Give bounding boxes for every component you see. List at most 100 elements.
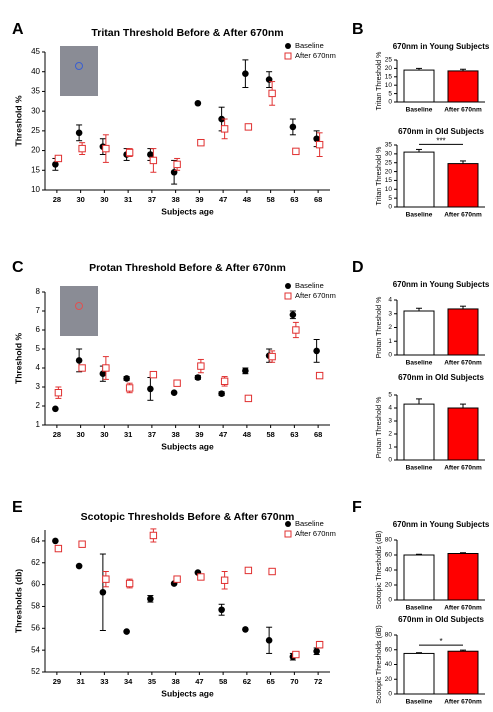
significance-label: *** xyxy=(436,137,445,146)
chart-title: Scotopic Thresholds Before & After 670nm xyxy=(81,511,295,523)
x-tick-label: After 670nm xyxy=(444,360,482,367)
data-point xyxy=(197,573,205,581)
data-point xyxy=(242,367,249,375)
bar xyxy=(447,650,479,695)
x-tick-label: After 670nm xyxy=(444,465,482,472)
data-point xyxy=(75,357,83,364)
x-tick-label: 58 xyxy=(219,677,227,686)
x-tick-label: Baseline xyxy=(406,605,433,612)
x-tick-label: 31 xyxy=(124,195,132,204)
panel-letter: D xyxy=(352,259,364,276)
y-tick-label: 20 xyxy=(31,146,40,155)
bar xyxy=(447,163,479,208)
y-tick-label: 2 xyxy=(388,431,392,438)
data-point xyxy=(218,390,225,397)
x-tick-label: 47 xyxy=(219,430,227,439)
data-point xyxy=(244,394,253,403)
data-point xyxy=(315,371,324,380)
y-tick-label: 10 xyxy=(385,82,393,89)
data-point xyxy=(102,575,110,583)
y-tick-label: 45 xyxy=(31,47,40,56)
y-tick-label: 60 xyxy=(385,552,393,559)
x-tick-label: 39 xyxy=(195,195,203,204)
y-axis-label: Scotopic Thresholds (dB) xyxy=(376,625,383,703)
y-tick-label: 5 xyxy=(388,195,392,202)
data-point xyxy=(52,405,59,413)
data-point xyxy=(194,99,202,107)
bar xyxy=(447,70,479,103)
data-point xyxy=(242,626,249,633)
y-axis-label: Scotopic Thresholds (dB) xyxy=(376,531,383,609)
x-tick-label: 48 xyxy=(243,430,251,439)
x-tick-label: 37 xyxy=(148,430,156,439)
y-tick-label: 2 xyxy=(36,401,41,410)
x-tick-label: 58 xyxy=(266,430,274,439)
legend-marker xyxy=(285,521,291,527)
data-point xyxy=(125,579,134,588)
y-axis-label: Thresholds (db) xyxy=(13,569,23,633)
x-tick-label: 34 xyxy=(124,677,133,686)
y-axis-label: Protan Threshold % xyxy=(376,297,383,359)
x-tick-label: 48 xyxy=(243,195,251,204)
data-point xyxy=(173,379,181,387)
x-axis-label: Subjects age xyxy=(161,206,214,216)
y-tick-label: 30 xyxy=(385,151,393,158)
y-tick-label: 5 xyxy=(36,344,41,353)
data-point xyxy=(220,377,229,386)
y-tick-label: 0 xyxy=(388,457,392,464)
panel-letter: F xyxy=(352,499,362,516)
data-point xyxy=(54,389,63,397)
bar xyxy=(403,69,435,103)
y-axis-label: Tritan Threshold % xyxy=(376,52,383,111)
y-tick-label: 54 xyxy=(31,645,40,654)
x-tick-label: Baseline xyxy=(406,107,433,114)
data-point xyxy=(170,389,178,397)
data-point xyxy=(78,540,86,548)
data-point xyxy=(149,370,158,379)
x-tick-label: 47 xyxy=(195,677,203,686)
y-tick-label: 62 xyxy=(31,558,40,567)
data-point xyxy=(123,628,130,635)
y-axis-label: Threshold % xyxy=(13,333,23,384)
y-tick-label: 0 xyxy=(388,691,392,698)
legend-label: Baseline xyxy=(295,41,324,50)
inset-target xyxy=(75,62,83,70)
x-tick-label: 30 xyxy=(76,195,84,204)
data-point xyxy=(54,544,63,553)
legend-label: Baseline xyxy=(295,281,324,290)
y-tick-label: 0 xyxy=(388,204,392,211)
y-tick-label: 25 xyxy=(31,126,40,135)
x-tick-label: 35 xyxy=(148,677,156,686)
x-tick-label: 31 xyxy=(124,430,132,439)
y-tick-label: 25 xyxy=(385,159,393,166)
y-tick-label: 10 xyxy=(31,185,40,194)
inset-stimulus xyxy=(60,286,98,336)
x-tick-label: 28 xyxy=(53,430,61,439)
x-tick-label: 72 xyxy=(314,677,322,686)
y-tick-label: 5 xyxy=(388,392,392,399)
data-point xyxy=(125,148,134,157)
data-point xyxy=(292,147,300,156)
y-tick-label: 30 xyxy=(31,106,40,115)
inset-stimulus xyxy=(60,46,98,96)
data-point xyxy=(313,135,320,143)
data-point xyxy=(78,364,86,372)
data-point xyxy=(315,140,324,149)
data-point xyxy=(244,566,253,575)
x-tick-label: 38 xyxy=(171,195,179,204)
x-tick-label: 30 xyxy=(76,430,84,439)
data-point xyxy=(268,352,276,361)
data-point xyxy=(99,370,107,378)
panel-letter: C xyxy=(12,259,24,276)
y-tick-label: 20 xyxy=(385,65,393,72)
x-tick-label: 68 xyxy=(314,195,322,204)
y-tick-label: 80 xyxy=(385,537,393,544)
y-tick-label: 40 xyxy=(385,567,393,574)
chart-title: Tritan Threshold Before & After 670nm xyxy=(91,27,283,39)
data-point xyxy=(149,531,158,540)
data-point xyxy=(289,311,297,319)
legend-label: After 670nm xyxy=(295,291,336,300)
x-tick-label: Baseline xyxy=(406,212,433,219)
x-axis-label: Subjects age xyxy=(161,688,214,698)
data-point xyxy=(149,156,158,165)
